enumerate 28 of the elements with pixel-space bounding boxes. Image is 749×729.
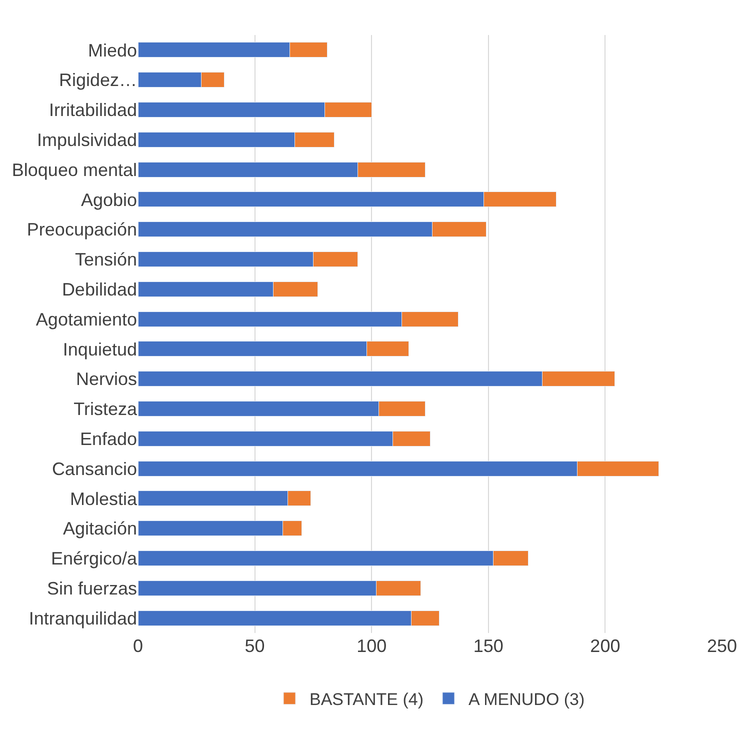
x-tick-label: 0 (132, 636, 144, 656)
y-tick-label: Impulsividad (36, 130, 137, 150)
legend-label: A MENUDO (3) (468, 690, 585, 710)
x-tick-label: 200 (590, 636, 620, 656)
y-tick-label: Enérgico/a (50, 548, 138, 569)
x-tick-label: 150 (473, 636, 504, 656)
y-tick-label: Sin fuerzas (46, 578, 137, 598)
y-tick-label: Cansancio (52, 458, 137, 479)
y-tick-label: Enfado (80, 428, 137, 449)
y-tick-label: Agotamiento (36, 309, 137, 330)
y-tick-label: Nervios (76, 369, 137, 390)
y-tick-label: Tristeza (74, 399, 138, 420)
y-tick-label: Debilidad (62, 279, 137, 300)
legend-label: BASTANTE (4) (310, 690, 424, 710)
y-tick-label: Irritabilidad (48, 100, 137, 120)
y-tick-label: Miedo (88, 40, 137, 60)
y-tick-label: Rigidez… (58, 70, 137, 90)
x-tick-label: 50 (244, 636, 265, 656)
y-tick-label: Tensión (74, 250, 137, 270)
y-tick-label: Inquietud (62, 339, 137, 360)
x-tick-label: 250 (706, 636, 738, 656)
y-tick-label: Agobio (80, 190, 137, 210)
y-tick-label: Bloqueo mental (12, 160, 137, 180)
y-tick-label: Preocupación (26, 220, 137, 240)
x-tick-label: 100 (356, 636, 387, 656)
y-tick-label: Agitación (62, 518, 137, 539)
y-tick-label: Intranquilidad (28, 608, 137, 628)
y-tick-label: Molestia (70, 488, 138, 509)
